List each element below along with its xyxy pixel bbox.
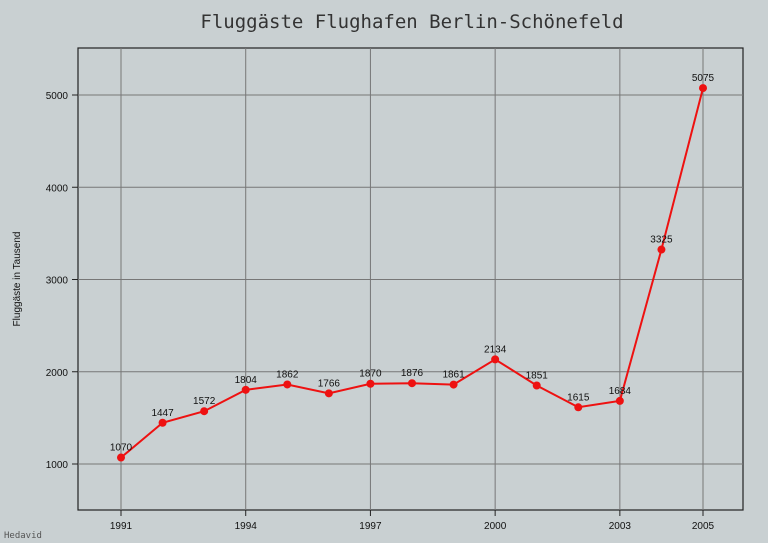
data-point-2000 [491, 355, 500, 364]
data-label-2003: 1684 [609, 386, 632, 397]
y-axis-label: Fluggäste in Tausend [12, 232, 23, 327]
y-tick-label-5000: 5000 [46, 91, 69, 102]
data-label-2002: 1615 [567, 392, 590, 403]
x-tick-label-1994: 1994 [235, 521, 258, 532]
data-label-1996: 1766 [318, 378, 341, 389]
data-point-1994 [241, 385, 250, 394]
x-tick-label-2000: 2000 [484, 521, 507, 532]
data-point-1996 [324, 389, 333, 398]
x-axis: 1991 1994 1997 2000 2003 2005 [110, 510, 715, 532]
x-tick-label-1997: 1997 [359, 521, 382, 532]
data-label-1999: 1861 [442, 370, 465, 381]
data-point-2004 [657, 245, 666, 254]
data-label-2001: 1851 [526, 370, 549, 381]
y-tick-label-1000: 1000 [46, 460, 69, 471]
data-label-1993: 1572 [193, 396, 216, 407]
data-label-2000: 2134 [484, 344, 507, 355]
data-label-1991: 1070 [110, 443, 133, 454]
data-point-1991 [117, 453, 125, 462]
grid [78, 48, 743, 510]
data-point-1997 [366, 379, 375, 388]
data-labels: 1070 1447 1572 1804 1862 1766 1870 1876 1861 2134… [110, 73, 715, 453]
data-points [117, 84, 707, 462]
data-point-1998 [408, 379, 416, 388]
chart-title: Fluggäste Flughafen Berlin-Schönefeld [200, 11, 623, 33]
data-label-1992: 1447 [151, 408, 174, 419]
data-point-2003 [615, 396, 624, 405]
data-label-1998: 1876 [401, 368, 424, 379]
y-axis: 1000 2000 3000 4000 5000 [46, 91, 78, 471]
data-label-2005: 5075 [692, 73, 715, 84]
data-label-1997: 1870 [359, 369, 382, 380]
credit-text: Hedavid [4, 531, 42, 541]
data-label-1995: 1862 [276, 369, 299, 380]
y-tick-label-2000: 2000 [46, 368, 69, 379]
data-point-1993 [200, 407, 209, 416]
x-tick-label-2005: 2005 [692, 521, 715, 532]
y-tick-label-4000: 4000 [46, 183, 69, 194]
data-point-1992 [158, 418, 167, 427]
x-tick-label-2003: 2003 [609, 521, 632, 532]
data-point-2002 [574, 403, 583, 412]
data-point-1995 [283, 380, 292, 389]
data-point-1999 [449, 380, 458, 389]
data-label-2004: 3325 [650, 235, 673, 246]
y-tick-label-3000: 3000 [46, 276, 69, 287]
data-label-1994: 1804 [235, 375, 258, 386]
data-point-2005 [699, 84, 707, 93]
x-tick-label-1991: 1991 [110, 521, 133, 532]
data-point-2001 [532, 381, 541, 390]
